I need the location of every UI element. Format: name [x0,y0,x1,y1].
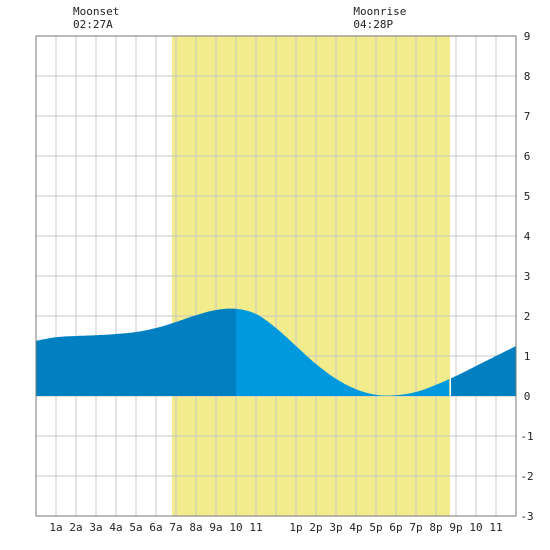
x-tick-label: 3a [89,521,102,534]
y-tick-label: -2 [520,470,533,483]
x-tick-labels: 1a 2a 3a 4a 5a 6a 7a 8a 9a 10 11 1p 2p 3p 4p 5p 6p 7p 8p 9p… [49,521,502,534]
x-tick-label: 8p [429,521,442,534]
x-tick-label: 3p [329,521,342,534]
x-tick-label: 6a [149,521,162,534]
y-tick-label: -1 [520,430,533,443]
y-tick-label: 0 [524,390,531,403]
plot-frame [35,35,517,517]
moon-event-label: Moonset [73,5,119,18]
x-tick-label: 5a [129,521,142,534]
x-tick-label: 10 [469,521,482,534]
y-tick-label: 5 [524,190,531,203]
x-tick-label: 4p [349,521,362,534]
x-tick-label: 8a [189,521,202,534]
x-tick-label: 7a [169,521,182,534]
y-tick-label: 3 [524,270,531,283]
tide-area-day [236,308,450,396]
y-tick-label: 2 [524,310,531,323]
x-tick-label: 7p [409,521,422,534]
y-tick-label: 7 [524,110,531,123]
moon-event-time: 04:28P [353,18,393,31]
grid-lines [36,36,516,516]
x-tick-label: 9p [449,521,462,534]
x-tick-label: 2p [309,521,322,534]
y-tick-label: 1 [524,350,531,363]
x-tick-label: 4a [109,521,122,534]
x-tick-label: 11 [249,521,262,534]
y-tick-label: 4 [524,230,531,243]
x-tick-label: 5p [369,521,382,534]
moon-event-label: Moonrise [353,5,406,18]
x-tick-label: 1p [289,521,302,534]
x-tick-label: 1a [49,521,62,534]
x-tick-label: 10 [229,521,242,534]
tide-area-night [36,308,516,396]
x-tick-label: 2a [69,521,82,534]
y-tick-label: 6 [524,150,531,163]
x-tick-label: 9a [209,521,222,534]
moon-event-time: 02:27A [73,18,113,31]
y-tick-label: -3 [520,510,533,523]
y-tick-label: 8 [524,70,531,83]
x-tick-label: 11 [489,521,502,534]
y-tick-label: 9 [524,30,531,43]
y-tick-labels: -3 -2 -1 0 1 2 3 4 5 6 7 8 9 [520,30,533,523]
x-tick-label: 6p [389,521,402,534]
